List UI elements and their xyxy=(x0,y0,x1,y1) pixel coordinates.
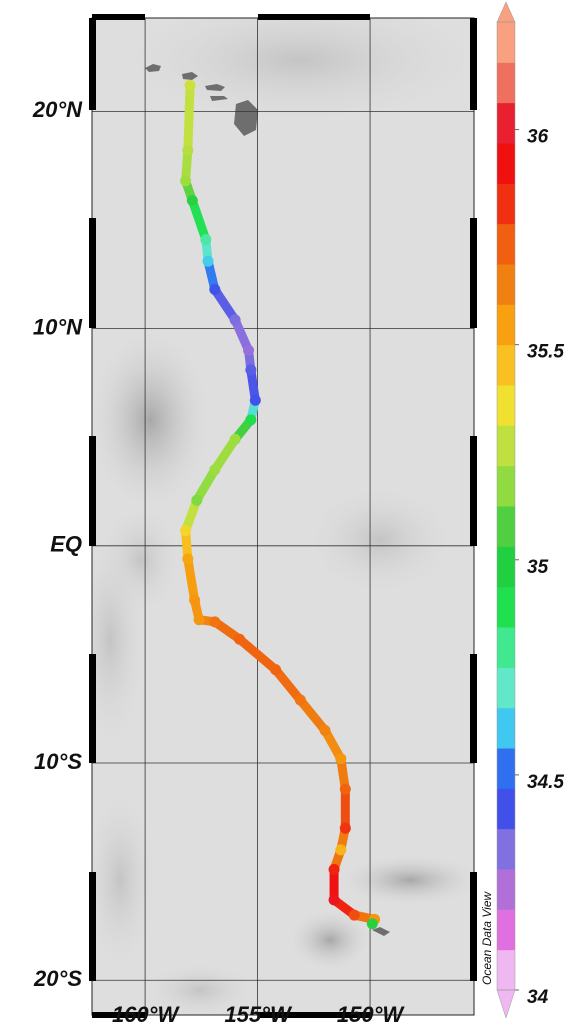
track-point xyxy=(367,918,378,929)
track-point xyxy=(250,395,261,406)
colorbar-tick-label: 36 xyxy=(527,127,549,148)
colorbar: 34 34.5 35 35.5 36 xyxy=(497,2,564,1018)
x-tick-label: 155°W xyxy=(224,1002,293,1027)
track-point xyxy=(243,345,254,356)
track-point xyxy=(329,864,340,875)
colorbar-swatch xyxy=(497,22,515,63)
colorbar-tick-label: 34.5 xyxy=(527,772,564,793)
colorbar-swatch xyxy=(497,264,515,305)
track-point xyxy=(180,525,191,536)
y-tick-label: EQ xyxy=(50,532,82,557)
frame-segment xyxy=(470,436,477,546)
frame-segment xyxy=(470,654,477,763)
track-point xyxy=(340,823,351,834)
track-point xyxy=(335,753,346,764)
track-point xyxy=(295,695,306,706)
bathymetry xyxy=(70,520,150,760)
colorbar-swatch xyxy=(497,385,515,426)
frame-segment xyxy=(470,872,477,981)
colorbar-tick-label: 35 xyxy=(527,557,549,578)
track-point xyxy=(329,894,340,905)
bathymetry xyxy=(300,480,460,600)
colorbar-swatch xyxy=(497,183,515,224)
colorbar-tick-label: 34 xyxy=(527,987,549,1008)
y-tick-label: 10°S xyxy=(34,749,82,774)
frame-segment xyxy=(89,18,96,110)
y-tick-label: 10°N xyxy=(33,314,83,339)
track-point xyxy=(320,725,331,736)
track-point xyxy=(209,464,220,475)
frame-segment xyxy=(89,218,96,328)
frame-segment xyxy=(258,14,370,20)
x-tick-label: 150°W xyxy=(337,1002,406,1027)
colorbar-swatch xyxy=(497,748,515,789)
colorbar-swatch xyxy=(497,829,515,870)
frame-segment xyxy=(89,654,96,763)
frame-segment xyxy=(89,872,96,981)
track-point xyxy=(234,634,245,645)
track-point xyxy=(340,784,351,795)
frame-segment xyxy=(89,436,96,546)
track-point xyxy=(182,145,193,156)
basemap xyxy=(70,0,500,1020)
track-point xyxy=(187,195,198,206)
track-point xyxy=(185,80,196,91)
track-point xyxy=(230,434,241,445)
bathymetry xyxy=(90,330,210,510)
track-point xyxy=(245,364,256,375)
track-point xyxy=(203,256,214,267)
x-tick-label: 160°W xyxy=(112,1002,181,1027)
colorbar-swatch xyxy=(497,869,515,910)
frame-segment xyxy=(470,218,477,328)
colorbar-swatch xyxy=(497,224,515,265)
colorbar-swatch xyxy=(497,506,515,547)
credit: Ocean Data View xyxy=(480,891,494,985)
y-tick-label: 20°S xyxy=(33,966,82,991)
track-point xyxy=(200,234,211,245)
colorbar-swatch xyxy=(497,788,515,829)
colorbar-swatch xyxy=(497,425,515,466)
colorbar-swatch xyxy=(497,466,515,507)
colorbar-swatch xyxy=(497,546,515,587)
colorbar-swatch xyxy=(497,950,515,991)
colorbar-swatch xyxy=(497,62,515,103)
track-point xyxy=(335,844,346,855)
track-segment xyxy=(188,85,190,150)
y-tick-label: 20°N xyxy=(32,97,83,122)
colorbar-extend-top xyxy=(497,2,515,22)
colorbar-swatch xyxy=(497,667,515,708)
colorbar-swatch xyxy=(497,345,515,386)
colorbar-swatch xyxy=(497,103,515,144)
frame-segment xyxy=(470,18,477,110)
colorbar-swatch xyxy=(497,708,515,749)
track-point xyxy=(182,553,193,564)
track-point xyxy=(245,414,256,425)
colorbar-swatch xyxy=(497,304,515,345)
map-chart: 34 34.5 35 35.5 36 Ocean Data View 160°W 155°… xyxy=(0,0,581,1031)
colorbar-swatch xyxy=(497,587,515,628)
track-point xyxy=(270,664,281,675)
track-point xyxy=(189,595,200,606)
frame-segment xyxy=(92,14,145,20)
colorbar-extend-bottom xyxy=(497,990,515,1018)
bathymetry xyxy=(340,855,480,905)
track-point xyxy=(209,616,220,627)
track-point xyxy=(194,614,205,625)
track-point xyxy=(209,284,220,295)
track-point xyxy=(191,495,202,506)
track-point xyxy=(349,910,360,921)
colorbar-swatch xyxy=(497,143,515,184)
track-point xyxy=(230,314,241,325)
colorbar-tick-label: 35.5 xyxy=(527,342,564,363)
track-point xyxy=(180,175,191,186)
colorbar-swatch xyxy=(497,627,515,668)
colorbar-swatch xyxy=(497,909,515,950)
